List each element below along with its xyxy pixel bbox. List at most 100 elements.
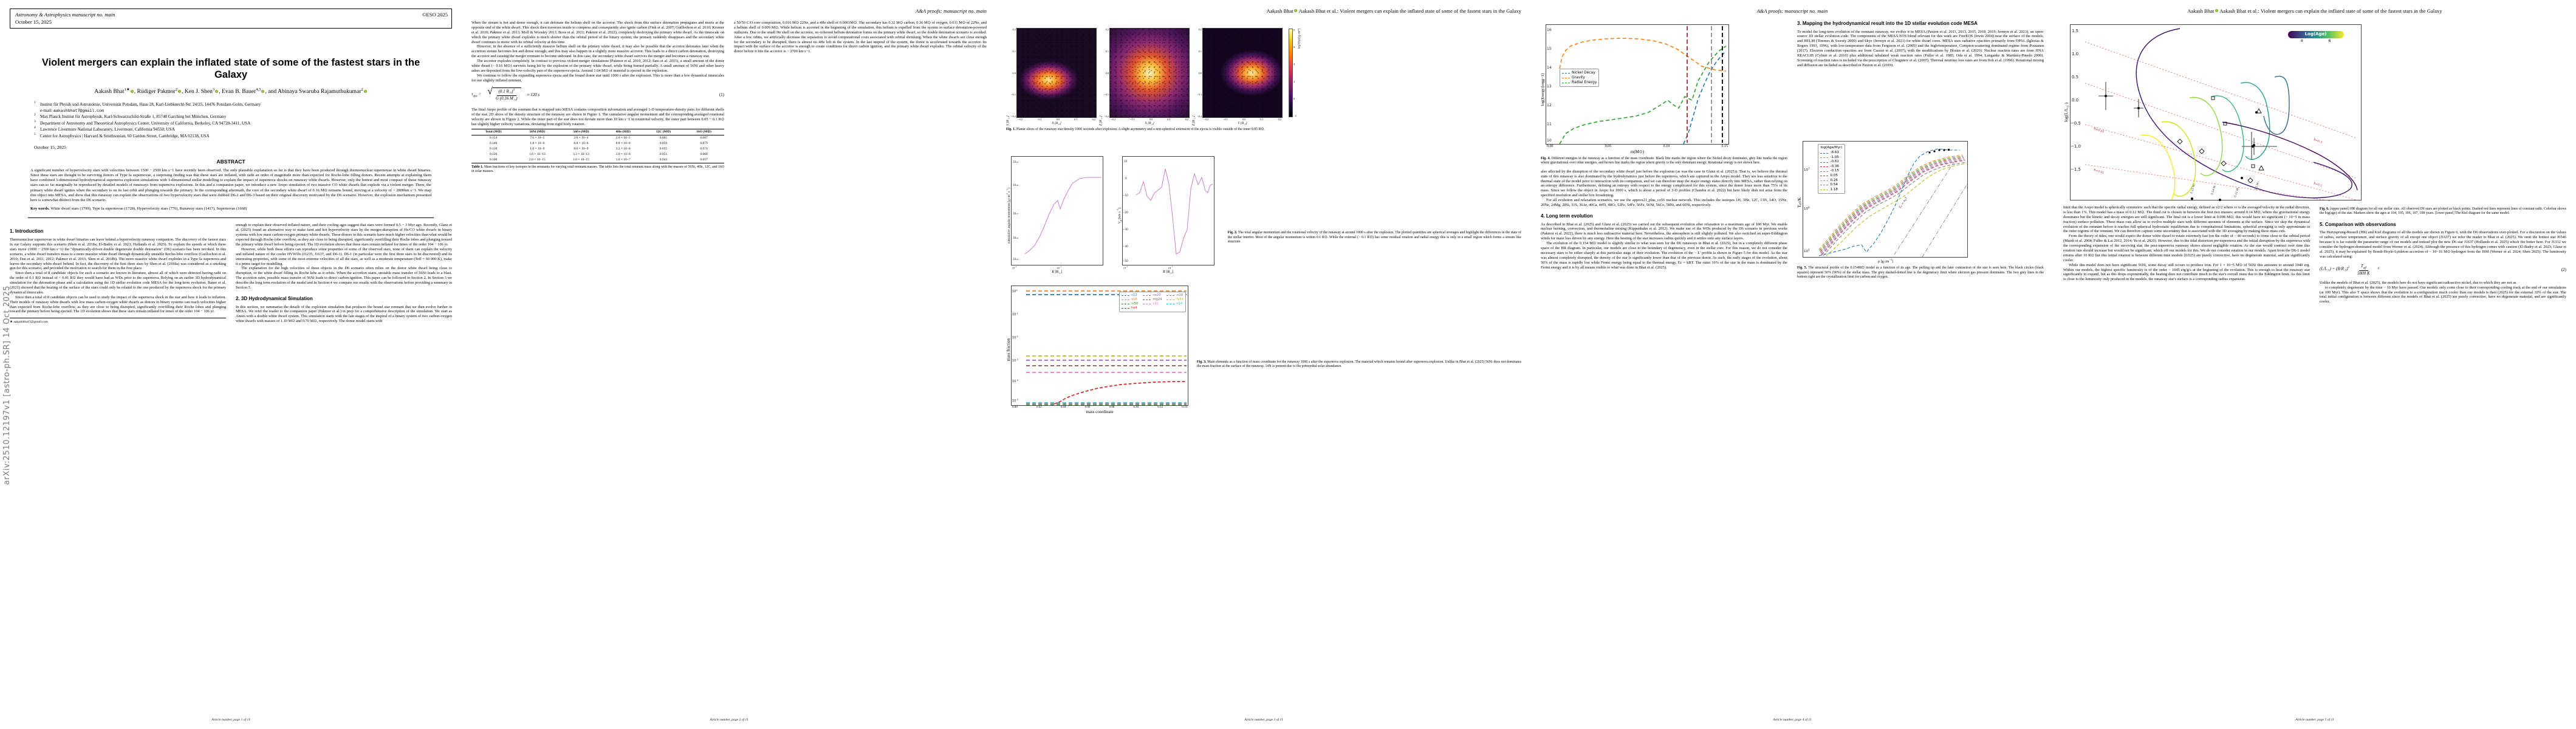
orcid-icon[interactable] <box>363 89 367 93</box>
table-cell: 0.043 <box>643 157 683 163</box>
affiliation-item: 4 Lawrence Livermore National Laboratory,… <box>34 126 175 132</box>
page-4[interactable]: Aakash Bhat Aakash Bhat et al.: Violent … <box>2054 0 2576 729</box>
svg-text:12: 12 <box>1547 103 1552 108</box>
table-header-row: Total (M⊙) 56Ni (M⊙) 56Fe (M⊙) 4He (M⊙) … <box>471 129 724 136</box>
svg-text:0.5: 0.5 <box>2072 75 2078 80</box>
rotational-velocity-panel: Vφ [km s−1] 10 0 −10 −20 −30 −40 −50 <box>1117 156 1214 275</box>
table-col-header: 16O (M⊙) <box>683 129 724 136</box>
orcid-icon[interactable] <box>261 89 265 93</box>
colorbar-gradient <box>1289 29 1293 118</box>
svg-text:10-5: 10-5 <box>1012 399 1018 403</box>
paragraph: When the stream is hot and dense enough,… <box>471 21 724 44</box>
figure-5-legend[interactable]: log(Age/Myr) -8.63 -1.05 -0.62 -0.36 -0.… <box>1818 143 1845 194</box>
page-footer: Article number, page 5 of 11 <box>2295 718 2334 722</box>
figure-caption-label: Fig. 2. <box>1227 231 1238 235</box>
legend-item-ne20: ne20 <box>1143 293 1162 298</box>
table-row: 0.120 1.6 × 10−13 3.3 × 10−13 1.0 × 10−6 0.0… <box>471 152 724 157</box>
affiliation-item: 3 Department of Astronomy and Theoretical… <box>34 119 251 126</box>
figure-4-legend[interactable]: Nickel Decay Gravity Radial Energy <box>1559 69 1600 87</box>
figure-6-upper-panel: log(L/L☉) 1.5 1.0 0.5 0.0 −0.5 −1.0 −1.5 <box>2063 24 2566 201</box>
orcid-icon[interactable] <box>215 89 219 93</box>
section-heading-long-term-evolution: 4. Long term evolution <box>1541 213 1593 219</box>
email-label: e-mail: <box>40 108 53 113</box>
paragraph: enough to explain their observed inflate… <box>236 223 452 247</box>
affiliation-text: Institut für Physik und Astronomie, Univ… <box>40 102 261 108</box>
page-2-figures[interactable]: Aakash Bhat Aakash Bhat et al.: Violent … <box>996 0 1531 729</box>
table-cell: 0.087 <box>700 136 708 140</box>
running-head: Aakash Bhat Aakash Bhat et al.: Violent … <box>2187 9 2442 14</box>
legend-item-radial-energy: Radial Energy <box>1561 80 1597 85</box>
arxiv-stamp: arXiv:2510.12197v1 [astro-ph.SR] 14 Oct … <box>2 286 12 485</box>
figure-caption-text: Main elements as a function of mass coor… <box>1197 360 1521 369</box>
orcid-icon[interactable] <box>130 89 134 93</box>
page-2[interactable]: A&A proofs: manuscript no. main When the… <box>462 0 996 729</box>
axis-label-x: mass coordinate <box>1086 409 1114 414</box>
equation-1: τdyn = √ (0.1 R☉)3 G (0.16 M☉) ≈ 120 s (… <box>471 86 724 103</box>
page-footer: Article number, page 1 of 11 <box>211 718 250 722</box>
figure-caption-label: Fig. 5. <box>1797 266 1807 270</box>
x-tick-labels: 10−2 10−1 <box>1012 265 1062 270</box>
legend-item-ni56: ni56 <box>1122 302 1138 306</box>
legend-item-age: -0.15 <box>1820 169 1842 174</box>
figure-2-panels: cumulative angular momentum [g cm2 s−1] … <box>1006 156 1521 275</box>
table-col-header: 4He (M⊙) <box>603 129 643 136</box>
colorbar-ticks: 8 6 4 2 0 −2 <box>1293 29 1297 118</box>
footnote: ★ aakashbhat7@gmail.com <box>10 318 226 324</box>
page-footer: Article number, page 4 of 11 <box>1773 718 1812 722</box>
table-row: 0.140 1.8 × 10−6 8.8 × 10−6 8.8 × 10−6 0.059… <box>471 141 724 146</box>
svg-text:105: 105 <box>1804 248 1810 253</box>
page2-column-left: When the stream is hot and dense enough,… <box>471 21 724 174</box>
legend-item-fe56: fe56 <box>1166 298 1184 302</box>
table-cell: 1.6 × 10−9 <box>530 146 545 151</box>
svg-text:−20: −20 <box>1123 211 1128 214</box>
affiliation-item: 5 Center for Astrophysics | Harvard & Smi… <box>34 132 210 139</box>
figure-1-colorbar: 8 6 4 2 0 −2 log10(ρ) [g cm3] <box>1289 29 1301 118</box>
table-cell: 0.068 <box>700 152 708 156</box>
table-cell: 1.0 × 10−7 <box>603 157 643 163</box>
table-cell: 3.3 × 10−13 <box>573 152 589 156</box>
orcid-icon[interactable] <box>178 89 181 93</box>
paragraph: As described in Bhat et al. (2025) and G… <box>1541 222 1787 241</box>
figure-caption-label: Fig. 1. <box>1006 128 1016 132</box>
running-head: A&A proofs: manuscript no. main <box>1541 9 2044 17</box>
table-1: Total (M⊙) 56Ni (M⊙) 56Fe (M⊙) 4He (M⊙) … <box>471 129 724 163</box>
page-3[interactable]: A&A proofs: manuscript no. main log(Ener… <box>1531 0 2054 729</box>
figure-3-legend[interactable]: c12 o16 ni56 he4 ne20 mg24 s32 <box>1119 291 1186 313</box>
legend-item-age: -1.05 <box>1820 156 1842 160</box>
legend-item-s32: s32 <box>1143 302 1162 306</box>
colorbar-label: Log(Age) <box>2304 32 2327 36</box>
paragraph: Since then a total of 8 candidate object… <box>10 271 226 295</box>
figure-6-caption: Fig. 6. [upper panel] HR diagram for all… <box>2320 207 2566 216</box>
angular-momentum-plot: 1019 1018 1017 1016 1015 <box>1010 156 1103 266</box>
page2-column-right: a 50/50 C/O core composition, 0.016 M⊙ 2… <box>734 21 987 174</box>
affiliation-list: 1 Institut für Physik und Astronomie, Uni… <box>34 101 434 140</box>
page-1[interactable]: arXiv:2510.12197v1 [astro-ph.SR] 14 Oct … <box>0 0 462 729</box>
page4-columns: limit that the Arepo model is sphericall… <box>2063 205 2566 304</box>
email-value[interactable]: aakashbhat7@gmail.com <box>53 108 104 113</box>
axis-label-x: X [R☉] <box>1145 122 1154 126</box>
figure-1-panels: Y [R☉] 0.2 0.1 0.0 −0.1 −0.2 −0.2 −0.1 0.0 0.1 0… <box>1006 28 1521 126</box>
density-heatmap-xy <box>1016 28 1097 118</box>
table-row: 0.154 7.0 × 10−5 2.0 × 10−4 2.0 × 10−5 0.065… <box>471 135 724 141</box>
table-cell: 2.0 × 10−15 <box>515 157 560 163</box>
section-heading-introduction: 1. Introduction <box>10 228 44 234</box>
table-cell: 0.065 <box>659 136 668 140</box>
svg-text:R=0.03: R=0.03 <box>2093 127 2104 134</box>
svg-text:R=0.3: R=0.3 <box>2313 138 2323 144</box>
paragraph: For all evolution and relaxation scenari… <box>1541 198 1787 208</box>
svg-text:13: 13 <box>1547 84 1552 89</box>
density-heatmap-xz <box>1109 28 1190 118</box>
page3-columns: log(Energy)[ergg−1] 16 15 14 13 12 11 10 <box>1541 21 2044 282</box>
svg-text:100: 100 <box>1012 289 1018 293</box>
table-col-header: 12C (M⊙) <box>643 129 683 136</box>
figure-4-panel: log(Energy)[ergg−1] 16 15 14 13 12 11 10 <box>1541 24 1787 155</box>
svg-text:R=0.1: R=0.1 <box>2313 182 2323 188</box>
figure-caption-text: [upper panel] HR diagram for all our ste… <box>2320 207 2566 216</box>
divider <box>28 217 434 219</box>
svg-text:10: 10 <box>1547 139 1552 143</box>
svg-text:1016: 1016 <box>1013 236 1018 239</box>
page3-column-left: log(Energy)[ergg−1] 16 15 14 13 12 11 10 <box>1541 21 1787 282</box>
figure-3-caption: Fig. 3. Main elements as a function of m… <box>1197 360 1521 369</box>
figure-5-caption: Fig. 5. The structural profile of the 0.… <box>1797 266 2044 279</box>
